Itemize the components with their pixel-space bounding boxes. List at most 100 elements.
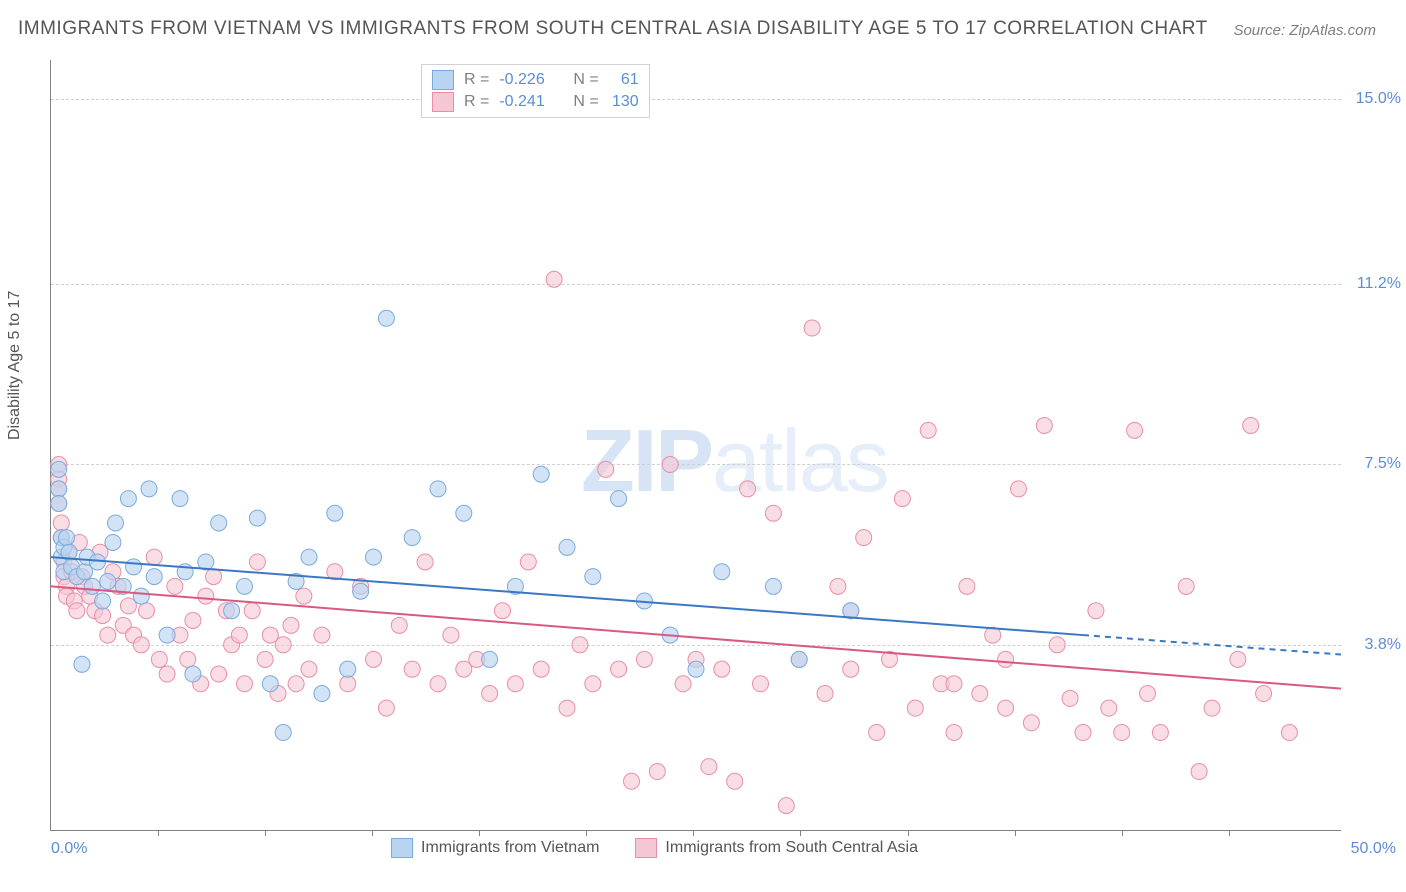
data-point	[404, 661, 420, 677]
data-point	[275, 725, 291, 741]
data-point	[237, 578, 253, 594]
legend-row-series1: R = -0.226 N = 61	[432, 69, 639, 91]
data-point	[636, 651, 652, 667]
x-tick	[908, 830, 909, 836]
data-point	[74, 656, 90, 672]
y-tick-label: 11.2%	[1357, 275, 1401, 293]
legend-bottom-label-2: Immigrants from South Central Asia	[665, 839, 918, 857]
data-point	[1011, 481, 1027, 497]
data-point	[585, 676, 601, 692]
data-point	[1062, 690, 1078, 706]
legend-r-label: R =	[464, 69, 489, 91]
data-point	[249, 510, 265, 526]
legend-bottom-swatch-2	[635, 838, 657, 858]
data-point	[378, 700, 394, 716]
data-point	[151, 651, 167, 667]
data-point	[58, 530, 74, 546]
data-point	[1191, 764, 1207, 780]
data-point	[507, 676, 523, 692]
data-point	[675, 676, 691, 692]
data-point	[430, 481, 446, 497]
y-tick-label: 15.0%	[1356, 90, 1401, 108]
data-point	[611, 661, 627, 677]
data-point	[546, 271, 562, 287]
legend-n-value-1: 61	[609, 69, 639, 91]
x-tick	[1122, 830, 1123, 836]
data-point	[1036, 418, 1052, 434]
data-point	[141, 481, 157, 497]
legend-n-value-2: 130	[609, 91, 639, 113]
data-point	[378, 310, 394, 326]
x-tick	[265, 830, 266, 836]
data-point	[167, 578, 183, 594]
data-point	[211, 666, 227, 682]
data-point	[159, 627, 175, 643]
data-point	[495, 603, 511, 619]
data-point	[649, 764, 665, 780]
data-point	[972, 686, 988, 702]
data-point	[244, 603, 260, 619]
legend-bottom: Immigrants from Vietnam Immigrants from …	[391, 838, 946, 858]
data-point	[443, 627, 459, 643]
data-point	[138, 603, 154, 619]
data-point	[159, 666, 175, 682]
data-point	[701, 759, 717, 775]
data-point	[843, 661, 859, 677]
data-point	[959, 578, 975, 594]
data-point	[998, 651, 1014, 667]
legend-swatch-series2	[432, 92, 454, 112]
data-point	[1114, 725, 1130, 741]
data-point	[1178, 578, 1194, 594]
data-point	[275, 637, 291, 653]
data-point	[53, 515, 69, 531]
legend-n-label: N =	[573, 91, 598, 113]
data-point	[1075, 725, 1091, 741]
data-point	[262, 676, 278, 692]
x-axis-min-label: 0.0%	[51, 840, 87, 858]
data-point	[753, 676, 769, 692]
data-point	[869, 725, 885, 741]
data-point	[1049, 637, 1065, 653]
data-point	[51, 461, 67, 477]
data-point	[185, 612, 201, 628]
data-point	[894, 491, 910, 507]
data-point	[456, 505, 472, 521]
data-point	[482, 651, 498, 667]
data-point	[727, 773, 743, 789]
data-point	[185, 666, 201, 682]
data-point	[482, 686, 498, 702]
data-point	[84, 578, 100, 594]
y-axis-label: Disability Age 5 to 17	[6, 291, 24, 440]
data-point	[430, 676, 446, 692]
data-point	[301, 549, 317, 565]
data-point	[1230, 651, 1246, 667]
data-point	[1101, 700, 1117, 716]
data-point	[533, 466, 549, 482]
data-point	[404, 530, 420, 546]
x-tick	[479, 830, 480, 836]
data-point	[1140, 686, 1156, 702]
data-point	[327, 505, 343, 521]
data-point	[1152, 725, 1168, 741]
legend-top: R = -0.226 N = 61 R = -0.241 N = 130	[421, 64, 650, 118]
scatter-plot-svg	[51, 60, 1341, 830]
data-point	[249, 554, 265, 570]
data-point	[611, 491, 627, 507]
data-point	[231, 627, 247, 643]
data-point	[180, 651, 196, 667]
legend-bottom-swatch-1	[391, 838, 413, 858]
legend-swatch-series1	[432, 70, 454, 90]
data-point	[907, 700, 923, 716]
data-point	[585, 569, 601, 585]
data-point	[366, 651, 382, 667]
data-point	[624, 773, 640, 789]
data-point	[51, 495, 67, 511]
data-point	[100, 627, 116, 643]
data-point	[95, 593, 111, 609]
data-point	[572, 637, 588, 653]
data-point	[662, 456, 678, 472]
data-point	[340, 661, 356, 677]
data-point	[105, 534, 121, 550]
data-point	[1243, 418, 1259, 434]
data-point	[946, 676, 962, 692]
